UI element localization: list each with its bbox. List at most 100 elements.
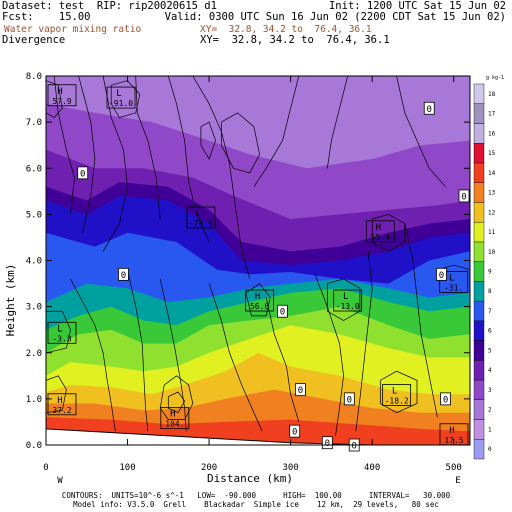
divergence-contour-6: [253, 76, 300, 187]
divergence-extremum-9: H37.2: [47, 393, 77, 416]
y-tick-label: 2.0: [26, 349, 42, 359]
divergence-contour-1: [78, 76, 96, 233]
extremum-value-label: -13.0: [336, 302, 360, 311]
extremum-kind-label: L: [449, 274, 454, 284]
zero-contour-value: 0: [443, 395, 448, 405]
zero-contour-label-5: 0: [277, 304, 288, 318]
extremum-value-label: 56.6: [250, 302, 269, 311]
extremum-kind-label: L: [343, 292, 348, 302]
colorbar-swatch: [473, 143, 485, 164]
zero-contour-value: 0: [280, 308, 285, 318]
colorbar-swatch: [473, 83, 485, 104]
colorbar-swatch: [473, 162, 485, 183]
divergence-contour-8: [396, 76, 446, 187]
extremum-kind-label: L: [196, 209, 201, 219]
y-tick-label: 0.0: [26, 441, 42, 451]
divergence-contour-19: [355, 251, 373, 432]
colorbar-swatch: [473, 399, 485, 420]
extremum-kind-label: H: [376, 223, 381, 233]
divergence-contour-11: [70, 278, 116, 432]
y-tick-label: 6.0: [26, 164, 42, 174]
colorbar-swatch: [473, 123, 485, 144]
divergence-contour-10: [200, 121, 216, 160]
y-tick-label: 4.0: [26, 257, 42, 267]
colorbar-swatch: [473, 340, 485, 361]
colorbar-level-label: 16: [488, 130, 496, 137]
zero-contour-value: 0: [121, 271, 126, 281]
zero-contour-label-10: 0: [321, 436, 333, 449]
colorbar-swatch: [473, 439, 485, 460]
colorbar-level-label: 14: [488, 170, 496, 177]
colorbar-level-label: 15: [488, 150, 496, 157]
colorbar-swatch: [473, 379, 485, 400]
divergence-extremum-2: L-79.9: [186, 206, 216, 229]
divergence-extremum-3: H55.4: [365, 220, 395, 243]
colorbar-level-label: 17: [488, 111, 496, 118]
divergence-extremum-6: L-13.0: [333, 289, 363, 312]
zero-contour-value: 0: [439, 271, 444, 281]
x-tick-label: 300: [282, 463, 298, 473]
y-tick-label: 3.0: [26, 303, 42, 313]
moisture-fill-layer: [46, 76, 470, 445]
extremum-kind-label: H: [449, 426, 454, 436]
colorbar-level-label: 3: [488, 387, 492, 394]
divergence-contour-17: [265, 297, 300, 422]
forecast-hour-label: Fcst: 15.00: [2, 11, 91, 23]
divergence-extremum-7: L-3.3: [47, 321, 77, 344]
y-tick-label: 1.0: [26, 395, 42, 405]
zero-contour-label-4: 0: [436, 267, 447, 281]
colorbar-level-label: 6: [488, 328, 492, 335]
init-time-label: Init: 1200 UTC Sat 15 Jun 02: [328, 0, 506, 12]
colorbar-level-label: 1: [488, 426, 492, 433]
colorbar-level-label: 2: [488, 407, 492, 414]
extremum-kind-label: L: [392, 387, 397, 397]
colorbar-level-label: 9: [488, 269, 492, 276]
extremum-kind-label: H: [255, 292, 260, 302]
zero-contour-label-7: 0: [343, 392, 355, 405]
extremum-kind-label: H: [57, 396, 62, 406]
zero-contour-value: 0: [352, 442, 357, 452]
colorbar-swatch: [473, 300, 485, 322]
divergence-contour-27: [46, 80, 63, 118]
contour-field-label: Divergence: [2, 34, 66, 46]
divergence-extremum-5: H56.6: [245, 289, 275, 312]
extremum-value-label: -79.9: [189, 219, 213, 228]
extremum-value-label: 104.: [165, 420, 184, 429]
colorbar-level-label: 7: [488, 308, 492, 315]
extremum-value-label: -91.0: [109, 99, 133, 108]
divergence-contour-12: [127, 269, 149, 432]
colorbar-level-label: 11: [488, 229, 496, 236]
divergence-contour-16: [208, 283, 263, 432]
extremum-value-label: -18.2: [385, 397, 409, 406]
divergence-contour-18: [314, 274, 344, 436]
y-axis-title: Height (km): [4, 264, 17, 337]
colorbar-level-label: 4: [488, 367, 492, 374]
divergence-contour-15: [167, 391, 186, 414]
colorbar-swatch: [473, 241, 485, 262]
divergence-contour-3: [135, 76, 161, 220]
extremum-kind-label: H: [170, 410, 175, 420]
divergence-extremum-1: L-91.0: [106, 86, 136, 109]
zero-contour-label-0: 0: [423, 101, 435, 115]
extremum-value-label: 57.9: [52, 97, 71, 106]
colorbar-level-label: 13: [488, 190, 496, 197]
colorbar-swatch: [473, 419, 485, 440]
x-axis-title: Distance (km): [207, 472, 293, 485]
zero-contour-label-3: 0: [118, 267, 129, 281]
colorbar-swatch: [473, 261, 485, 282]
zero-contour-value: 0: [325, 439, 330, 449]
field-name-label: Water vapor mixing ratio: [4, 24, 142, 35]
divergence-contour-13: [159, 278, 187, 432]
divergence-contour-0: [53, 76, 75, 215]
divergence-extremum-4: L-31.: [439, 271, 469, 293]
extremum-kind-label: H: [57, 87, 62, 97]
x-tick-label: 200: [201, 463, 217, 473]
extremum-value-label: 55.4: [371, 233, 390, 242]
extremum-value-label: 37.2: [52, 406, 71, 415]
divergence-contour-5: [192, 76, 251, 279]
zero-contour-value: 0: [80, 169, 85, 179]
field-xsec-label: XY= 32.8, 34.2 to 76.4, 36.1: [200, 24, 372, 35]
colorbar-swatch: [473, 221, 485, 243]
